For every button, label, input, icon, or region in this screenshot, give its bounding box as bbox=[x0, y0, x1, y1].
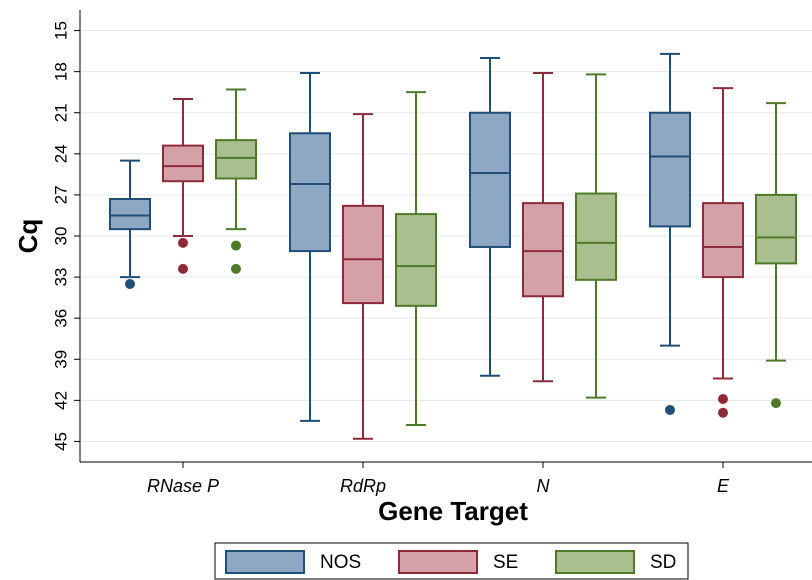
y-tick-label: 27 bbox=[51, 185, 70, 204]
box bbox=[755, 193, 797, 265]
x-tick-label: N bbox=[537, 476, 551, 496]
legend-swatch bbox=[555, 550, 635, 574]
outlier bbox=[771, 398, 781, 409]
box bbox=[702, 202, 744, 279]
y-tick-label: 42 bbox=[51, 391, 70, 410]
legend-label: NOS bbox=[320, 552, 361, 573]
legend-swatch bbox=[398, 550, 478, 574]
legend-swatch bbox=[225, 550, 305, 574]
box bbox=[575, 192, 617, 281]
y-tick-label: 24 bbox=[51, 144, 70, 163]
outlier bbox=[125, 278, 135, 289]
outlier bbox=[178, 263, 188, 274]
outlier bbox=[665, 404, 675, 415]
x-tick-label: RNase P bbox=[147, 476, 219, 496]
y-tick-label: 30 bbox=[51, 227, 70, 246]
y-tick-label: 18 bbox=[51, 62, 70, 81]
outlier bbox=[718, 393, 728, 404]
outlier bbox=[178, 237, 188, 248]
box bbox=[162, 144, 204, 183]
outlier bbox=[231, 240, 241, 251]
legend-label: SD bbox=[650, 552, 676, 573]
y-tick-label: 33 bbox=[51, 268, 70, 287]
x-tick-label: RdRp bbox=[340, 476, 386, 496]
y-tick-label: 15 bbox=[51, 21, 70, 40]
y-tick-label: 39 bbox=[51, 350, 70, 369]
box bbox=[109, 198, 151, 231]
y-axis-label: Cq bbox=[13, 219, 43, 254]
legend-frame bbox=[214, 542, 689, 580]
outlier bbox=[718, 407, 728, 418]
box bbox=[289, 132, 331, 253]
y-tick-label: 36 bbox=[51, 309, 70, 328]
outlier bbox=[231, 263, 241, 274]
legend-label: SE bbox=[493, 552, 518, 573]
y-tick-label: 45 bbox=[51, 432, 70, 451]
box bbox=[395, 213, 437, 307]
x-axis-label: Gene Target bbox=[378, 496, 528, 526]
box bbox=[342, 204, 384, 305]
box bbox=[649, 111, 691, 228]
x-tick-label: E bbox=[717, 476, 730, 496]
box bbox=[522, 202, 564, 298]
y-tick-label: 21 bbox=[51, 103, 70, 122]
box bbox=[469, 111, 511, 248]
box bbox=[215, 139, 257, 180]
